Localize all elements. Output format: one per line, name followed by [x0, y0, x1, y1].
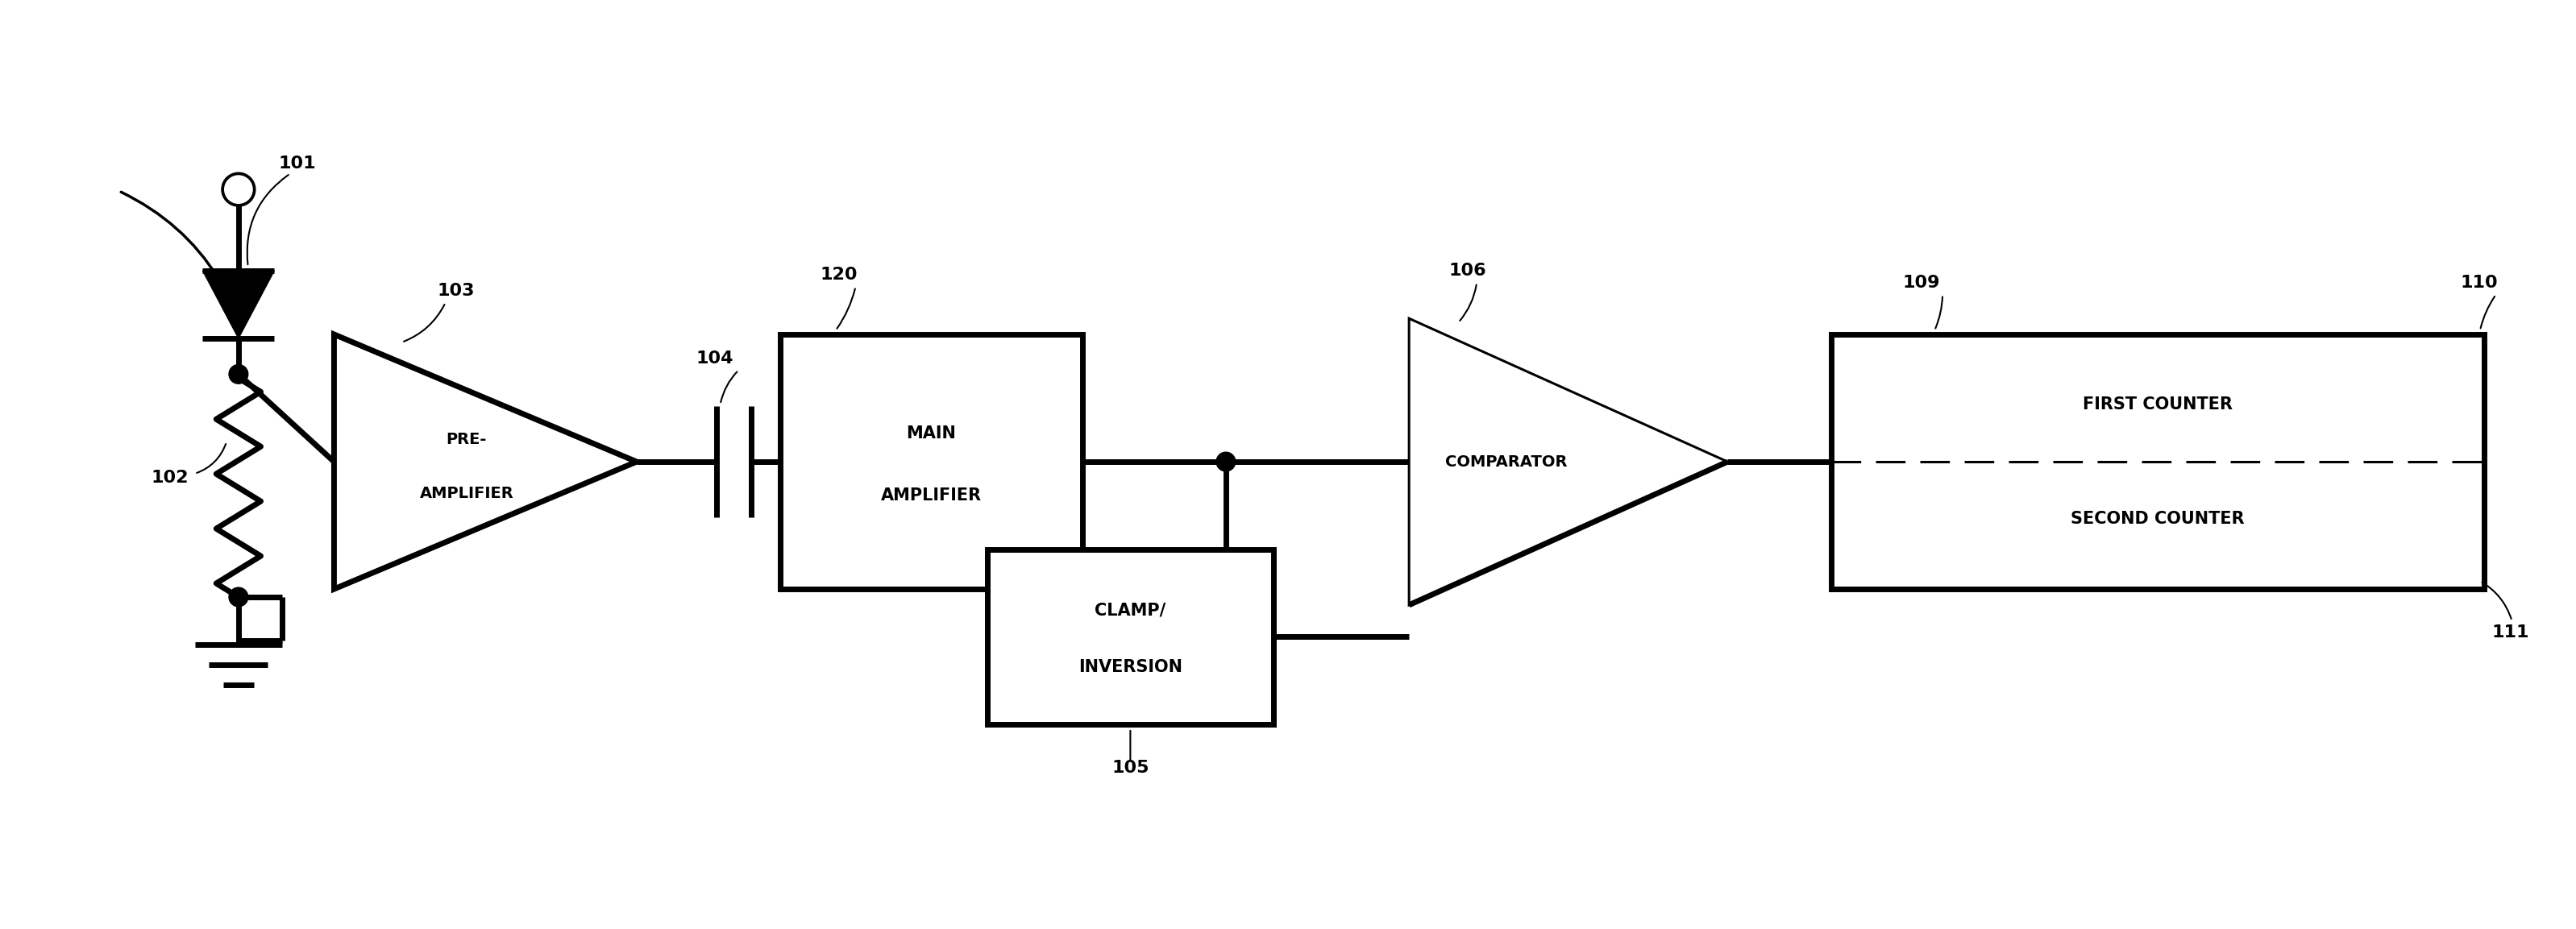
- Text: INVERSION: INVERSION: [1079, 659, 1182, 675]
- Bar: [781, 334, 1082, 589]
- Text: COMPARATOR: COMPARATOR: [1445, 454, 1566, 469]
- Text: CLAMP/: CLAMP/: [1095, 603, 1167, 619]
- Text: 110: 110: [2460, 275, 2499, 291]
- Bar: [987, 549, 1273, 725]
- Text: AMPLIFIER: AMPLIFIER: [881, 487, 981, 504]
- Text: 106: 106: [1448, 263, 1486, 279]
- Circle shape: [229, 364, 247, 384]
- Text: 111: 111: [2491, 625, 2530, 641]
- Text: 109: 109: [1904, 275, 1940, 291]
- Text: PRE-: PRE-: [446, 432, 487, 447]
- Text: 101: 101: [278, 155, 317, 171]
- Text: 105: 105: [1113, 760, 1149, 777]
- Circle shape: [229, 587, 247, 607]
- Polygon shape: [204, 270, 273, 338]
- Text: AMPLIFIER: AMPLIFIER: [420, 486, 513, 502]
- Text: MAIN: MAIN: [907, 425, 956, 442]
- Text: 103: 103: [438, 282, 474, 298]
- Text: FIRST COUNTER: FIRST COUNTER: [2081, 397, 2233, 412]
- Text: SECOND COUNTER: SECOND COUNTER: [2071, 511, 2244, 527]
- Text: 102: 102: [152, 469, 188, 486]
- Text: 120: 120: [819, 267, 858, 282]
- Bar: [1832, 334, 2483, 589]
- Text: 104: 104: [696, 350, 734, 366]
- Circle shape: [1216, 452, 1236, 471]
